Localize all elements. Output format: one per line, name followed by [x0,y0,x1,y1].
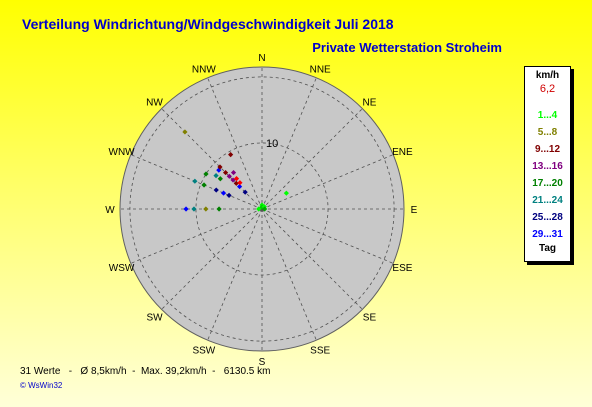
software-credit: © WsWin32 [20,381,63,390]
direction-label-sse: SSE [310,345,330,356]
direction-labels: N NNE NE ENE E ESE SE SSE S SSW SW WSW W WNW NW NNW [105,53,417,368]
direction-label-ssw: SSW [192,345,215,356]
data-point-5 [256,206,262,212]
direction-label-ne: NE [363,98,377,109]
data-point-20 [233,180,239,186]
legend-range-list: 1...4 5...8 9...12 13...16 17...20 21...24 25.… [525,107,570,243]
direction-label-wnw: WNW [109,147,136,158]
data-point-10 [226,192,232,198]
legend-range-7: 29...31 [532,229,563,240]
data-point-8 [191,206,197,212]
direction-label-n: N [258,53,265,64]
data-point-30 [213,187,219,193]
data-point-2 [261,204,267,210]
data-point-27 [233,176,240,182]
ring-10 [195,142,329,276]
data-point-3 [283,190,289,196]
data-point-6 [216,206,222,212]
legend-range-3: 13...16 [532,161,563,172]
data-point-18 [242,189,248,195]
data-point-4 [262,206,268,212]
direction-label-nne: NNE [310,65,331,76]
legend-range-1: 5...8 [537,127,558,138]
data-point-26 [237,180,243,186]
legend-range-6: 25...28 [532,212,563,223]
legend-range-5: 21...24 [532,195,563,206]
station-name: Private Wetterstation Stroheim [312,40,502,55]
direction-label-se: SE [363,312,377,323]
direction-label-nnw: NNW [192,65,216,76]
legend: km/h 6,2 1...4 5...8 9...12 13...16 17...20 2… [524,66,571,262]
data-points [182,129,289,212]
summary-footer: 31 Werte - Ø 8,5km/h - Max. 39,2km/h - 6… [20,366,271,377]
direction-label-sw: SW [146,312,163,323]
legend-max-value: 6,2 [539,83,556,95]
direction-label-e: E [411,205,418,216]
data-point-25 [182,129,188,135]
speed-rings [129,76,395,342]
legend-range-2: 9...12 [534,144,561,155]
data-point-23 [222,169,229,176]
direction-label-w: W [105,205,115,216]
direction-label-nw: NW [146,98,163,109]
data-point-29 [228,152,234,158]
chart-title: Verteilung Windrichtung/Windgeschwindigk… [22,16,394,32]
direction-label-wsw: WSW [109,263,135,274]
data-point-15 [217,176,223,182]
data-point-11 [220,190,227,196]
data-point-22 [226,173,232,179]
legend-range-0: 1...4 [537,110,558,121]
direction-label-ese: ESE [392,263,412,274]
data-point-13 [192,178,198,184]
legend-range-4: 17...20 [532,178,563,189]
ring-label: 10 [266,138,278,150]
data-point-16 [213,173,219,179]
legend-day-label: Tag [538,243,557,254]
direction-label-s: S [259,357,266,368]
data-point-7 [203,206,209,212]
data-point-28 [230,169,237,176]
data-point-19 [236,183,243,190]
data-point-14 [203,171,209,177]
ring-20 [129,76,395,342]
direction-label-ene: ENE [392,147,413,158]
data-point-12 [201,182,207,188]
data-point-9 [183,206,189,212]
data-point-24 [217,164,223,170]
legend-unit: km/h [535,70,560,81]
